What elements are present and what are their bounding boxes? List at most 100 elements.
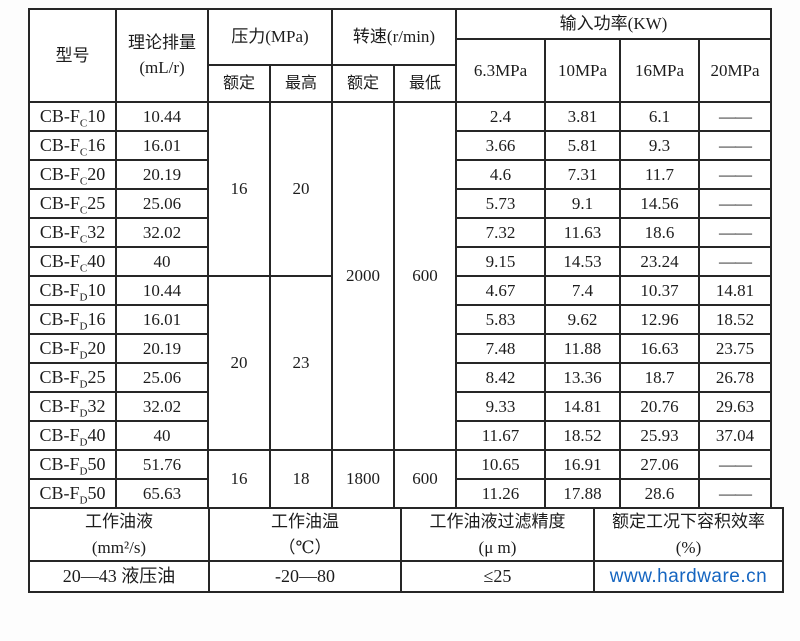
table-row: CB-FC20 20.19 4.6 7.31 11.7 —— — [28, 159, 772, 190]
footer-value-row: 20—43 液压油 -20—80 ≤25 www.hardware.cn — [28, 560, 784, 593]
header-row-1: 型号 理论排量 (mL/r) 压力(MPa) 转速(r/min) 输入功率(KW… — [28, 8, 772, 103]
power-cell: 4.67 — [455, 275, 546, 306]
model-sub: C — [79, 233, 88, 246]
power-cell: 11.67 — [455, 420, 546, 451]
model-prefix: CB-F — [39, 106, 80, 127]
header-displacement: 理论排量 (mL/r) — [115, 8, 209, 103]
table-row: CB-FD10 10.44 20 23 4.67 7.4 10.37 14.81 — [28, 275, 772, 451]
filtration-unit: (μ m) — [478, 537, 517, 557]
model-prefix: CB-F — [39, 425, 80, 446]
model-num: 50 — [87, 454, 106, 475]
oil-temp-unit: （℃） — [278, 537, 332, 557]
header-pressure-max: 最高 — [269, 64, 333, 103]
header-power-6.3mpa: 6.3MPa — [455, 38, 546, 103]
displacement-cell: 40 — [115, 246, 209, 277]
power-cell: 20.76 — [619, 391, 700, 422]
model-cell: CB-FD25 — [28, 362, 117, 393]
power-cell: 18.52 — [544, 420, 621, 451]
power-cell: —— — [698, 188, 772, 219]
power-cell: 5.81 — [544, 130, 621, 161]
model-sub: D — [79, 378, 88, 391]
model-prefix: CB-F — [39, 454, 80, 475]
header-speed-rated: 额定 — [331, 64, 395, 103]
header-volumetric-efficiency: 额定工况下容积效率 (%) — [593, 507, 784, 562]
power-cell: 8.42 — [455, 362, 546, 393]
model-cell: CB-FD20 — [28, 333, 117, 364]
table-row: CB-FD40 40 11.67 18.52 25.93 37.04 — [28, 420, 772, 451]
filtration-value: ≤25 — [400, 560, 595, 593]
model-cell: CB-FD50 — [28, 478, 117, 509]
model-num: 32 — [87, 396, 106, 417]
model-cell: CB-FC10 — [28, 101, 117, 132]
model-num: 20 — [87, 338, 106, 359]
header-power-10mpa: 10MPa — [544, 38, 621, 103]
pressure-max-cell: 20 — [269, 101, 333, 277]
model-cell: CB-FD32 — [28, 391, 117, 422]
table-row: CB-FC32 32.02 7.32 11.63 18.6 —— — [28, 217, 772, 248]
displacement-cell: 10.44 — [115, 275, 209, 306]
working-fluid-unit: (mm²/s) — [91, 537, 147, 557]
power-cell: 18.52 — [698, 304, 772, 335]
header-power-20mpa: 20MPa — [698, 38, 772, 103]
power-cell: 18.6 — [619, 217, 700, 248]
model-prefix: CB-F — [39, 309, 80, 330]
header-model: 型号 — [28, 8, 117, 103]
power-cell: 3.81 — [544, 101, 621, 132]
model-cell: CB-FC16 — [28, 130, 117, 161]
displacement-cell: 16.01 — [115, 130, 209, 161]
displacement-cell: 32.02 — [115, 391, 209, 422]
speed-rated-cell: 2000 — [331, 101, 395, 451]
header-power-16mpa: 16MPa — [619, 38, 700, 103]
header-input-power: 输入功率(KW) — [455, 8, 772, 40]
displacement-cell: 65.63 — [115, 478, 209, 509]
table-row: CB-FC16 16.01 3.66 5.81 9.3 —— — [28, 130, 772, 161]
power-cell: 16.91 — [544, 449, 621, 480]
power-cell: 29.63 — [698, 391, 772, 422]
power-cell: 5.73 — [455, 188, 546, 219]
displacement-cell: 25.06 — [115, 188, 209, 219]
power-cell: 27.06 — [619, 449, 700, 480]
power-cell: 9.62 — [544, 304, 621, 335]
model-sub: C — [79, 262, 88, 275]
power-cell: 3.66 — [455, 130, 546, 161]
model-prefix: CB-F — [39, 164, 80, 185]
header-displacement-line1: 理论排量 — [128, 32, 196, 52]
hardware-link[interactable]: www.hardware.cn — [593, 560, 784, 593]
model-prefix: CB-F — [39, 251, 80, 272]
power-cell: 7.48 — [455, 333, 546, 364]
model-prefix: CB-F — [39, 367, 80, 388]
model-num: 20 — [87, 164, 106, 185]
pressure-rated-cell: 20 — [207, 275, 271, 451]
model-cell: CB-FC40 — [28, 246, 117, 277]
pressure-max-cell: 23 — [269, 275, 333, 451]
model-cell: CB-FC32 — [28, 217, 117, 248]
power-cell: 17.88 — [544, 478, 621, 509]
model-sub: D — [79, 465, 88, 478]
power-cell: 9.3 — [619, 130, 700, 161]
header-pressure: 压力(MPa) — [207, 8, 333, 66]
power-cell: 23.75 — [698, 333, 772, 364]
power-cell: 9.15 — [455, 246, 546, 277]
model-cell: CB-FD16 — [28, 304, 117, 335]
model-cell: CB-FD10 — [28, 275, 117, 306]
model-sub: C — [79, 117, 88, 130]
power-cell: 16.63 — [619, 333, 700, 364]
oil-temp-value: -20—80 — [208, 560, 402, 593]
power-cell: 11.63 — [544, 217, 621, 248]
table-row: CB-FD16 16.01 5.83 9.62 12.96 18.52 — [28, 304, 772, 335]
model-sub: D — [79, 349, 88, 362]
power-cell: 10.65 — [455, 449, 546, 480]
pressure-rated-cell: 16 — [207, 101, 271, 277]
displacement-cell: 40 — [115, 420, 209, 451]
power-cell: —— — [698, 159, 772, 190]
power-cell: 28.6 — [619, 478, 700, 509]
header-row-2: 6.3MPa 10MPa 16MPa 20MPa — [29, 38, 772, 103]
displacement-cell: 16.01 — [115, 304, 209, 335]
power-cell: 25.93 — [619, 420, 700, 451]
power-cell: —— — [698, 130, 772, 161]
speed-min-cell: 600 — [393, 101, 457, 451]
power-cell: —— — [698, 246, 772, 277]
power-cell: 14.56 — [619, 188, 700, 219]
displacement-cell: 51.76 — [115, 449, 209, 480]
model-cell: CB-FD40 — [28, 420, 117, 451]
